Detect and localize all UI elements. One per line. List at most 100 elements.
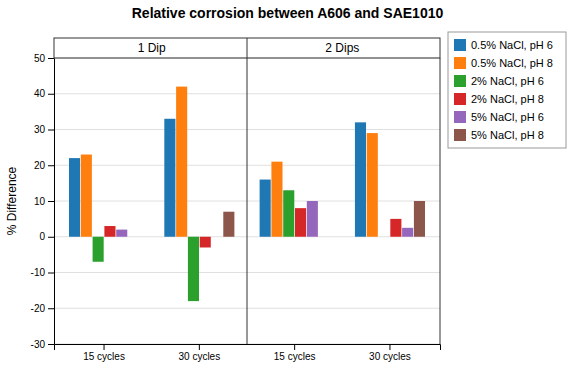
x-axis: 15 cycles 30 cycles 15 cycles 30 cycles	[55, 344, 441, 362]
tick: 10	[34, 196, 54, 207]
legend-box	[448, 32, 566, 148]
bar	[200, 237, 211, 248]
tick: 20	[34, 160, 54, 171]
tick: 40	[34, 88, 54, 99]
tick-mark	[48, 273, 54, 274]
bar	[93, 237, 104, 262]
legend-swatch	[454, 129, 466, 141]
bar	[104, 226, 115, 237]
bar	[176, 87, 187, 237]
tick-mark	[48, 94, 54, 95]
bar	[69, 158, 80, 237]
tick-label: 10	[34, 196, 46, 207]
bar	[295, 208, 306, 237]
bar	[319, 236, 330, 237]
axis-line	[55, 345, 441, 351]
section-header: 1 Dip 2 Dips	[54, 38, 440, 344]
bar	[81, 155, 92, 237]
tick: -10	[31, 267, 54, 278]
tick-mark	[199, 344, 200, 350]
bar	[260, 180, 271, 237]
series	[69, 119, 366, 237]
tick-mark	[389, 344, 390, 350]
tick: 30 cycles	[369, 344, 411, 362]
tick: 15 cycles	[83, 344, 125, 362]
bar	[307, 201, 318, 237]
tick-mark	[48, 201, 54, 202]
legend-label: 5% NaCl, pH 8	[471, 129, 544, 141]
plot-frame-right	[440, 58, 441, 344]
series	[104, 208, 401, 247]
legend-label: 2% NaCl, pH 8	[471, 93, 544, 105]
legend-item: 5% NaCl, pH 8	[454, 129, 544, 141]
tick-mark	[48, 237, 54, 238]
bar	[402, 228, 413, 237]
axis-title: % Difference	[5, 166, 19, 235]
bar	[414, 201, 425, 237]
tick-label: -20	[31, 303, 46, 314]
tick: 30 cycles	[179, 344, 221, 362]
legend-item: 0.5% NaCl, pH 6	[454, 39, 553, 51]
legend-swatch	[454, 57, 466, 69]
series	[223, 201, 425, 237]
bar	[367, 133, 378, 237]
plot: -30-20-100102030405015 cycles30 cycles15…	[31, 38, 441, 362]
legend-swatch	[454, 75, 466, 87]
tick: 15 cycles	[274, 344, 316, 362]
tick-mark	[48, 165, 54, 166]
tick-label: 20	[34, 160, 46, 171]
tick-label: 40	[34, 88, 46, 99]
tick: -20	[31, 303, 54, 314]
series	[93, 190, 295, 301]
bar	[128, 236, 139, 237]
tick-label: 30	[34, 124, 46, 135]
series	[116, 201, 413, 237]
legend-label: 0.5% NaCl, pH 6	[471, 39, 553, 51]
legend-label: 5% NaCl, pH 6	[471, 111, 544, 123]
tick-mark	[48, 308, 54, 309]
axis-line	[48, 59, 55, 345]
legend-swatch	[454, 93, 466, 105]
title: Relative corrosion between A606 and SAE1…	[132, 5, 444, 21]
tick-label: 15 cycles	[83, 351, 125, 362]
legend-label: 2% NaCl, pH 6	[471, 75, 544, 87]
bar	[164, 119, 175, 237]
section-label: 2 Dips	[325, 41, 359, 55]
tick: 0	[39, 231, 54, 242]
tick-label: -10	[31, 267, 46, 278]
tick: 30	[34, 124, 54, 135]
legend-item: 0.5% NaCl, pH 8	[454, 57, 553, 69]
tick: -30	[31, 339, 54, 350]
bar	[390, 219, 401, 237]
tick-mark	[104, 344, 105, 350]
legend: 0.5% NaCl, pH 6 0.5% NaCl, pH 8 2% NaCl, p…	[448, 32, 566, 148]
bar	[211, 236, 222, 237]
bar	[355, 122, 366, 236]
bar	[223, 212, 234, 237]
y-axis: -30 -20 -10 0 10 20 30 40 50	[31, 53, 55, 350]
bar	[188, 237, 199, 301]
legend-swatch	[454, 111, 466, 123]
section-divider	[247, 38, 248, 344]
tick-label: 0	[39, 231, 45, 242]
chart: -30-20-100102030405015 cycles30 cycles15…	[0, 0, 575, 374]
tick-label: 30 cycles	[369, 351, 411, 362]
tick-label: 30 cycles	[179, 351, 221, 362]
tick-mark	[294, 344, 295, 350]
legend-label: 0.5% NaCl, pH 8	[471, 57, 553, 69]
series	[81, 87, 378, 237]
bar	[271, 162, 282, 237]
legend-swatch	[454, 39, 466, 51]
legend-item: 2% NaCl, pH 6	[454, 75, 544, 87]
legend-item: 5% NaCl, pH 6	[454, 111, 544, 123]
tick-mark	[48, 58, 54, 59]
tick: 50	[34, 53, 54, 64]
bar	[379, 236, 390, 237]
bar	[116, 230, 127, 237]
tick-label: 15 cycles	[274, 351, 316, 362]
tick-label: 50	[34, 53, 46, 64]
legend-item: 2% NaCl, pH 8	[454, 93, 544, 105]
tick-label: -30	[31, 339, 46, 350]
tick-mark	[48, 344, 54, 345]
section-label: 1 Dip	[138, 41, 166, 55]
